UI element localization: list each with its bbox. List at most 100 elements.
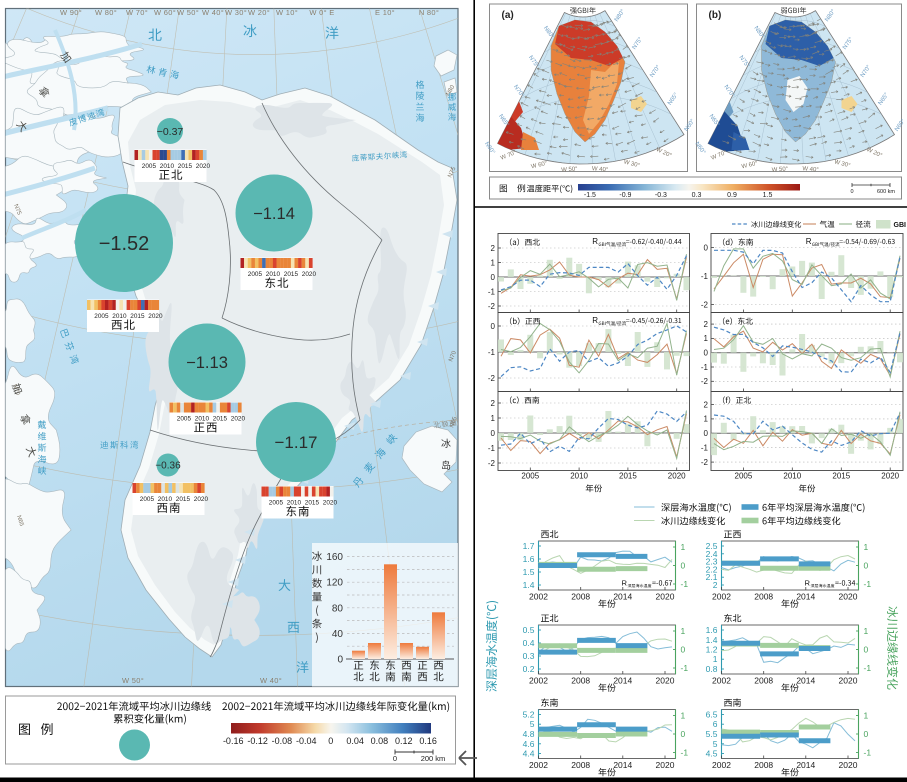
svg-text:0: 0: [681, 729, 686, 739]
svg-text:W 60°: W 60°: [741, 161, 759, 171]
svg-text:2015: 2015: [130, 313, 145, 320]
svg-text:1: 1: [681, 626, 686, 636]
svg-text:2008: 2008: [571, 760, 590, 770]
svg-text:-1: -1: [864, 579, 872, 589]
svg-text:4.6: 4.6: [523, 739, 535, 749]
svg-text:W 40°: W 40°: [260, 676, 282, 685]
svg-text:2.5: 2.5: [706, 541, 718, 551]
svg-text:2008: 2008: [754, 760, 773, 770]
svg-text:5: 5: [713, 739, 718, 749]
svg-text:0: 0: [864, 561, 869, 571]
svg-text:2020: 2020: [656, 760, 675, 770]
svg-text:5.5: 5.5: [706, 729, 718, 739]
svg-text:0.08: 0.08: [371, 736, 389, 746]
svg-text:-1: -1: [701, 363, 709, 372]
svg-text:2020: 2020: [148, 313, 163, 320]
svg-text:2: 2: [704, 320, 709, 329]
svg-text:2020: 2020: [196, 163, 211, 170]
svg-text:600 km: 600 km: [877, 189, 895, 195]
svg-text:1: 1: [491, 414, 496, 423]
svg-text:-2: -2: [701, 458, 709, 467]
svg-text:2020: 2020: [839, 760, 858, 770]
svg-text:0: 0: [704, 429, 709, 438]
svg-text:W 60°: W 60°: [531, 161, 549, 171]
svg-text:4.4: 4.4: [523, 749, 535, 759]
svg-text:2020: 2020: [194, 496, 209, 503]
svg-text:(b): (b): [709, 10, 722, 21]
svg-text:0.9: 0.9: [727, 192, 737, 199]
svg-text:80: 80: [332, 603, 344, 614]
svg-text:W 60°: W 60°: [154, 8, 176, 17]
svg-text:0: 0: [491, 429, 496, 438]
svg-text:-1: -1: [864, 748, 872, 758]
svg-text:1.5: 1.5: [763, 192, 773, 199]
svg-text:-1: -1: [681, 663, 689, 673]
svg-text:2005: 2005: [94, 313, 109, 320]
svg-text:1: 1: [713, 654, 718, 664]
svg-text:R: R: [622, 579, 628, 588]
svg-text:1.5: 1.5: [523, 567, 535, 577]
svg-text:W 20°: W 20°: [248, 8, 270, 17]
svg-text:W 90°: W 90°: [60, 8, 82, 17]
svg-text:2014: 2014: [613, 676, 632, 686]
svg-text:W 80°: W 80°: [95, 8, 117, 17]
svg-text:-0.08: -0.08: [272, 736, 293, 746]
svg-text:2.2: 2.2: [706, 564, 718, 574]
svg-text:6: 6: [713, 719, 718, 729]
svg-text:0: 0: [850, 189, 853, 195]
svg-text:-2: -2: [488, 374, 496, 383]
svg-text:2020: 2020: [656, 676, 675, 686]
svg-text:N65: N65: [15, 515, 24, 528]
svg-text:2008: 2008: [571, 676, 590, 686]
svg-text:-0.9: -0.9: [619, 192, 631, 199]
svg-text:W 50°: W 50°: [561, 166, 578, 173]
svg-text:1.4: 1.4: [523, 580, 535, 590]
svg-text:-1.5: -1.5: [584, 192, 596, 199]
svg-text:-2: -2: [488, 459, 496, 468]
svg-text:2005: 2005: [521, 472, 539, 481]
svg-text:-2: -2: [701, 300, 709, 309]
svg-text:2: 2: [713, 580, 718, 590]
svg-text:2005: 2005: [248, 271, 263, 278]
svg-text:1: 1: [491, 258, 496, 267]
svg-text:0: 0: [681, 561, 686, 571]
svg-text:2020: 2020: [323, 500, 338, 507]
svg-text:2020: 2020: [231, 416, 246, 423]
svg-text:5: 5: [530, 719, 535, 729]
svg-text:0: 0: [681, 645, 686, 655]
svg-text:1: 1: [704, 415, 709, 424]
svg-text:-1: -1: [864, 663, 872, 673]
svg-text:2015: 2015: [284, 271, 299, 278]
svg-text:2005: 2005: [735, 472, 753, 481]
svg-text:-1: -1: [681, 748, 689, 758]
svg-text:2.1: 2.1: [706, 572, 718, 582]
svg-text:0.12: 0.12: [395, 736, 413, 746]
svg-text:2014: 2014: [796, 592, 815, 602]
svg-text:1: 1: [864, 542, 869, 552]
svg-text:-1: -1: [488, 287, 496, 296]
svg-text:2010: 2010: [783, 472, 801, 481]
svg-text:1: 1: [681, 542, 686, 552]
svg-text:2.4: 2.4: [706, 549, 718, 559]
svg-text:2020: 2020: [881, 472, 899, 481]
svg-text:2002: 2002: [712, 760, 731, 770]
svg-text:R: R: [592, 316, 598, 325]
svg-text:-1: -1: [488, 348, 496, 357]
svg-text:1.4: 1.4: [706, 635, 718, 645]
svg-text:W 50°: W 50°: [177, 8, 199, 17]
svg-text:−1.14: −1.14: [253, 205, 295, 223]
svg-text:2010: 2010: [195, 416, 210, 423]
svg-text:N 80°: N 80°: [419, 8, 439, 17]
svg-text:N75: N75: [12, 204, 22, 217]
svg-text:2005: 2005: [269, 500, 284, 507]
svg-text:W 40°: W 40°: [592, 166, 609, 173]
svg-text:2015: 2015: [176, 496, 191, 503]
svg-text:W 10°: W 10°: [276, 8, 298, 17]
svg-text:−0.36: −0.36: [155, 461, 181, 472]
svg-text:-0.3: -0.3: [655, 192, 667, 199]
svg-text:N70: N70: [448, 350, 458, 363]
svg-text:(a): (a): [502, 10, 514, 21]
svg-text:2014: 2014: [613, 592, 632, 602]
svg-text:2.3: 2.3: [706, 557, 718, 567]
svg-text:-1: -1: [488, 444, 496, 453]
